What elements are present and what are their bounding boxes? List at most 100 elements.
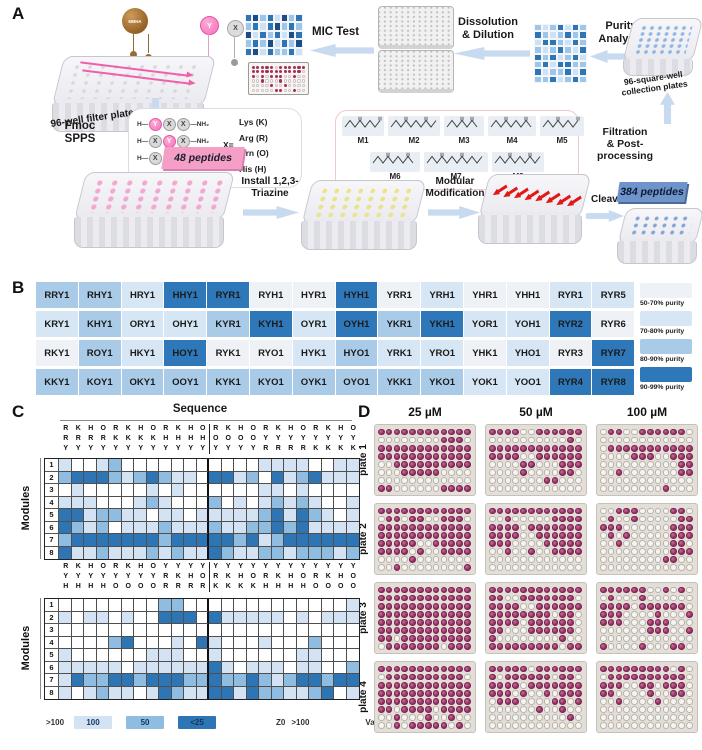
well: [567, 594, 574, 602]
structure-drawing: [444, 116, 484, 136]
well: [385, 627, 393, 634]
sequence-letter: R: [313, 573, 319, 580]
modules-bracket-2: [40, 598, 41, 699]
sequence-letter: H: [238, 573, 244, 580]
well: [662, 586, 670, 594]
well: [662, 461, 670, 468]
well: [417, 706, 424, 713]
well: [600, 564, 607, 571]
well: [512, 602, 520, 610]
mini-purity-cell: [541, 38, 549, 47]
mic-cell: [234, 534, 247, 547]
well: [409, 611, 416, 618]
well: [535, 436, 543, 444]
sequence-letter: Y: [63, 573, 69, 580]
sequence-letter: O: [213, 435, 219, 442]
well: [378, 564, 385, 571]
mini-purity-cell: [549, 75, 557, 84]
well: [615, 594, 623, 602]
assay-plate-photo: [374, 582, 476, 654]
mic-cell: [296, 496, 309, 509]
well-row: [378, 428, 472, 436]
sequence-letter: O: [100, 425, 106, 432]
well: [662, 469, 670, 476]
mic-cell: [221, 636, 234, 649]
well: [615, 540, 623, 547]
well: [678, 698, 685, 705]
sequence-letter: R: [75, 435, 81, 442]
well: [385, 515, 393, 523]
well-row: [489, 689, 583, 697]
well: [654, 556, 662, 563]
well-row: [600, 602, 694, 610]
well: [440, 643, 448, 650]
well: [600, 469, 607, 476]
well: [678, 477, 685, 484]
mic-cell: [234, 674, 247, 687]
sequence-letter: Y: [325, 563, 331, 570]
well: [607, 611, 615, 618]
mini-red-well: [265, 88, 269, 92]
well: [504, 507, 512, 515]
well: [496, 477, 504, 484]
well-row: [600, 610, 694, 618]
well: [575, 586, 582, 594]
well: [448, 540, 455, 547]
mini-purity-cell: [571, 75, 579, 84]
well: [409, 507, 416, 515]
well: [424, 627, 432, 634]
well: [440, 665, 448, 673]
well: [448, 619, 455, 626]
mic-cell: [259, 484, 272, 497]
mic-cell: [284, 484, 297, 497]
mic-cell: [121, 649, 134, 662]
well: [401, 436, 409, 444]
peptide-row: RKY1 ROY1 HKY1 HOY1 RYK1 RYO1 HYK1 HYO1 YRK1 YRO1…: [36, 340, 635, 366]
well-row: [378, 722, 472, 730]
well-row: [489, 564, 583, 572]
well: [639, 619, 646, 626]
well-row: [489, 626, 583, 634]
mini-mic-cell: [280, 39, 289, 48]
well: [440, 428, 448, 436]
sequence-letter: Y: [88, 573, 94, 580]
well: [520, 643, 527, 650]
mini-mic-cell: [288, 30, 296, 40]
well: [615, 453, 623, 460]
well: [543, 586, 551, 594]
well: [567, 477, 574, 484]
well: [456, 611, 463, 618]
well: [448, 722, 455, 729]
well: [393, 681, 401, 689]
well: [432, 515, 440, 523]
well: [424, 485, 432, 492]
peptide-purity-cell: YOO1: [506, 369, 549, 395]
mini-red-well: [251, 70, 255, 74]
well: [456, 722, 463, 729]
mini-red-well: [279, 74, 283, 78]
well-row: [489, 485, 583, 493]
well: [528, 714, 535, 721]
mic-cell: [134, 484, 147, 497]
mic-cell: [109, 509, 122, 522]
mic-cell: [96, 611, 109, 624]
mic-cell: [109, 624, 122, 637]
module-number: 2: [45, 471, 59, 484]
sequence-letter: Y: [63, 445, 69, 452]
mini-red-row: [251, 74, 306, 79]
well: [631, 428, 638, 436]
well-row: [600, 665, 694, 673]
well: [378, 469, 385, 476]
well: [543, 681, 551, 689]
well: [631, 611, 638, 618]
well: [424, 523, 432, 531]
well: [551, 556, 559, 563]
mic-cell: [221, 484, 234, 497]
mini-purity-cell: [556, 31, 564, 39]
well: [551, 643, 559, 650]
well: [662, 722, 670, 729]
well-row: [378, 602, 472, 610]
well: [464, 469, 471, 476]
